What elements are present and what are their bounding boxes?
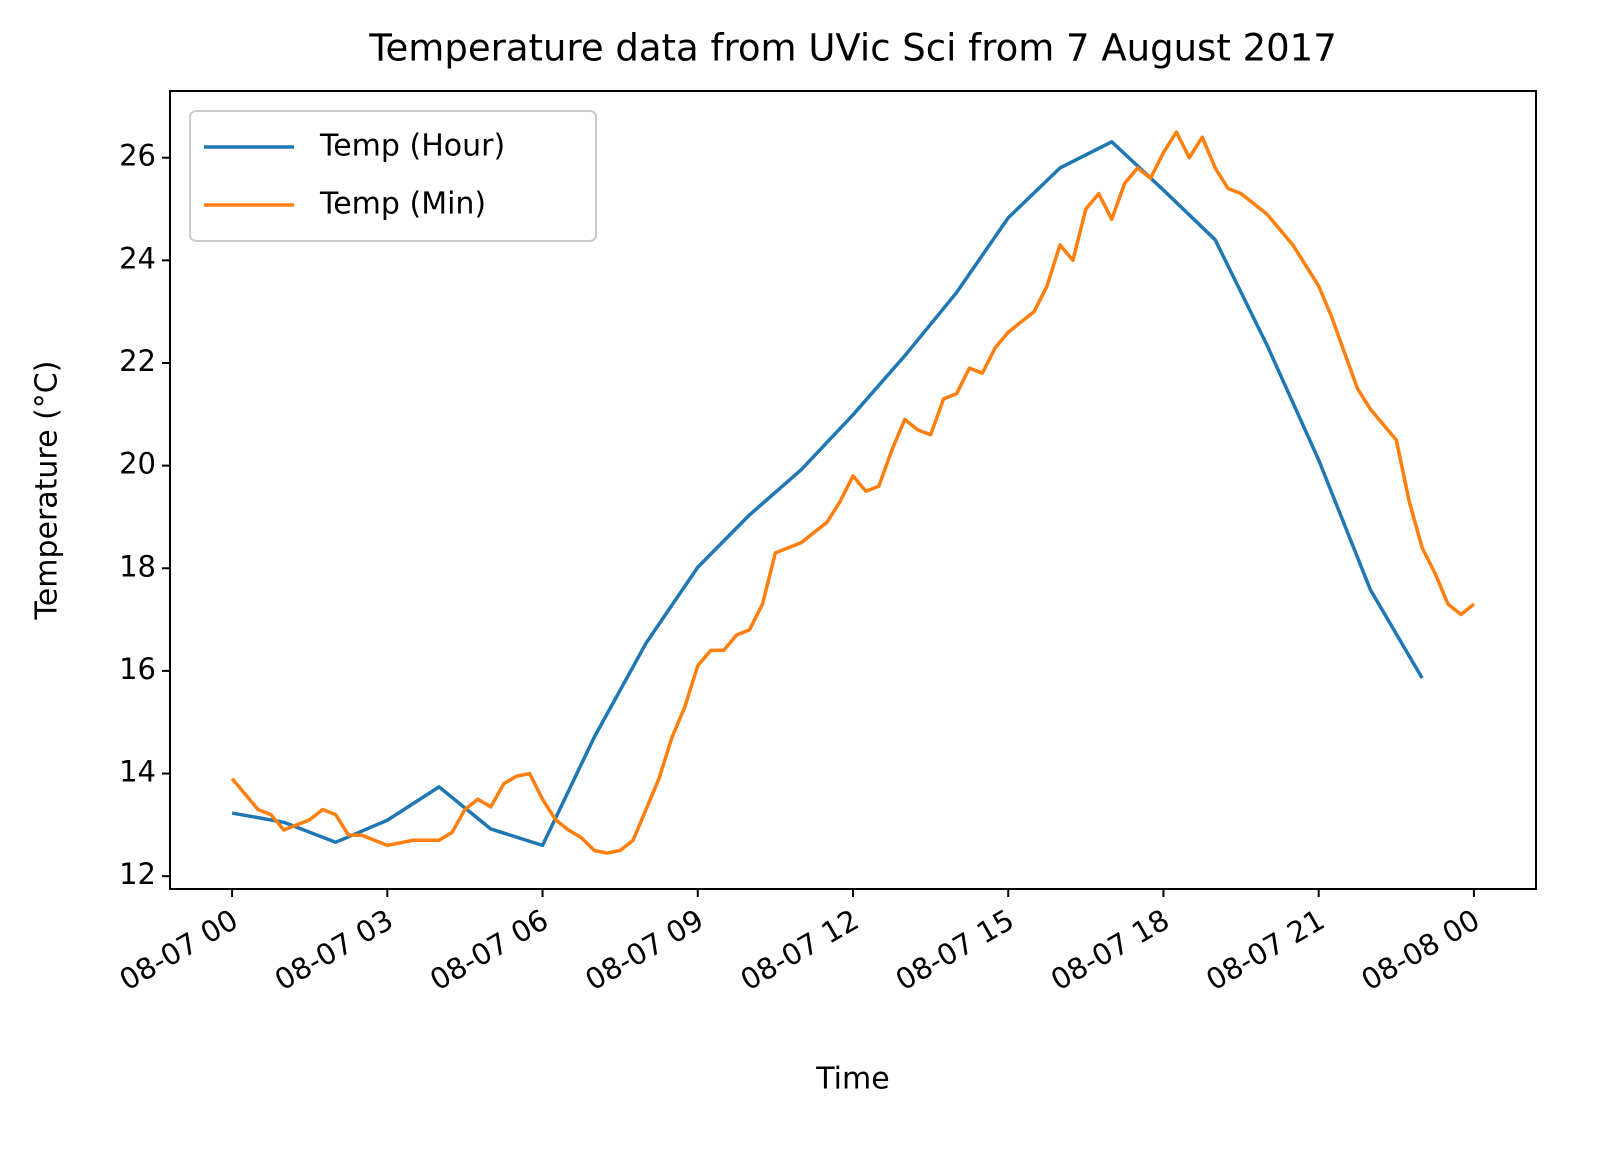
y-tick-label: 22 <box>119 344 156 378</box>
y-tick-label: 16 <box>119 652 156 686</box>
legend-box <box>189 110 597 242</box>
y-axis-label: Temperature (°C) <box>30 361 65 621</box>
y-tick-label: 26 <box>119 139 156 173</box>
series-line <box>230 130 1475 855</box>
chart-title: Temperature data from UVic Sci from 7 Au… <box>368 27 1337 70</box>
y-tick-label: 14 <box>119 755 156 789</box>
series-line <box>231 140 1424 848</box>
y-tick-label: 24 <box>119 241 156 275</box>
y-tick-label: 18 <box>119 549 156 583</box>
y-tick-label: 20 <box>119 447 156 481</box>
legend-label: Temp (Min) <box>319 187 486 222</box>
x-axis-label: Time <box>815 1062 889 1097</box>
legend-label: Temp (Hour) <box>319 129 505 164</box>
y-tick-label: 12 <box>119 857 156 891</box>
